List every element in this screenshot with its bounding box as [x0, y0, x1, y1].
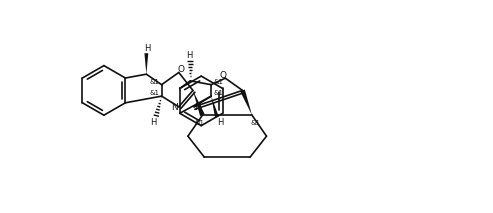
Text: &1: &1 [250, 120, 260, 126]
Text: N: N [172, 104, 178, 112]
Text: &1: &1 [213, 79, 223, 85]
Text: &1: &1 [150, 90, 160, 96]
Polygon shape [211, 96, 219, 118]
Text: &1: &1 [213, 90, 223, 96]
Polygon shape [240, 89, 252, 115]
Text: &1: &1 [150, 79, 160, 85]
Text: H: H [217, 118, 223, 127]
Text: &1: &1 [194, 120, 205, 126]
Text: O: O [220, 71, 227, 80]
Text: H: H [144, 44, 151, 53]
Polygon shape [193, 90, 205, 116]
Polygon shape [144, 53, 148, 74]
Text: N: N [194, 104, 201, 112]
Text: H: H [186, 51, 192, 60]
Text: O: O [177, 65, 184, 74]
Text: H: H [150, 118, 156, 127]
